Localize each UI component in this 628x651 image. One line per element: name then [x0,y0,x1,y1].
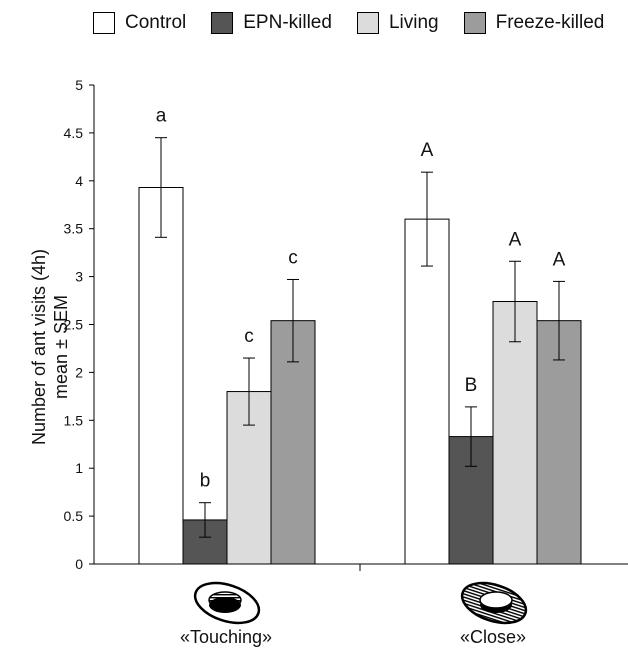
bar [404,218,450,565]
legend-swatch-control [93,12,115,34]
significance-letter: B [465,375,478,396]
y-tick-label: 0.5 [64,508,84,524]
y-tick-label: 3.5 [64,221,84,237]
legend-item-control: Control [93,12,186,34]
legend-swatch-freeze-killed [463,12,486,34]
bar [138,187,184,565]
significance-letter: c [244,326,254,347]
legend-swatch-living [356,12,379,34]
category-label-close: «Close» [459,627,527,647]
category-label-touching: «Touching» [179,627,273,647]
close-disc-icon [479,591,513,609]
significance-letter: A [421,140,434,161]
touching-disc-icon [208,591,242,609]
bar [536,320,582,565]
y-tick-label: 2 [75,364,83,380]
legend-item-living: Living [356,12,439,34]
y-tick-label: 1 [75,460,83,476]
y-tick-label: 0 [75,556,83,572]
significance-letter: a [156,106,167,127]
y-tick-label: 4 [75,173,83,189]
legend-swatch-epn-killed [211,12,234,34]
y-tick-label: 2.5 [64,317,84,333]
significance-letter: c [288,247,298,268]
legend-label-control: Control [125,12,187,33]
y-tick-label: 4.5 [64,125,84,141]
significance-letter: b [200,471,211,492]
legend-label-living: Living [388,12,439,33]
significance-letter: A [509,229,522,250]
legend: Control EPN-killed Living Freeze-killed [93,12,628,34]
y-tick-label: 3 [75,269,83,285]
legend-item-epn-killed: EPN-killed [211,12,332,34]
y-tick-label: 5 [75,77,83,93]
legend-label-epn-killed: EPN-killed [243,12,332,33]
significance-letter: A [553,249,566,270]
legend-label-freeze-killed: Freeze-killed [495,12,605,33]
legend-item-freeze-killed: Freeze-killed [463,12,605,34]
y-tick-label: 1.5 [64,412,84,428]
